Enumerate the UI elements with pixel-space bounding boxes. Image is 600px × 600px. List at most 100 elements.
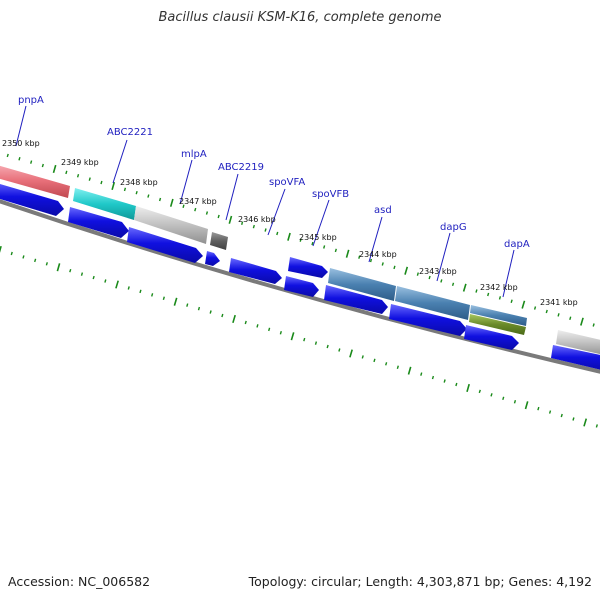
scale-tick bbox=[428, 275, 431, 280]
kbp-label: 2347 kbp bbox=[179, 197, 217, 206]
kbp-label: 2342 kbp bbox=[480, 283, 518, 292]
scale-tick bbox=[111, 181, 116, 191]
scale-tick bbox=[279, 331, 282, 335]
genome-stats-text: Topology: circular; Length: 4,303,871 bp… bbox=[248, 574, 592, 589]
cds-arrow bbox=[127, 227, 203, 263]
scale-tick bbox=[186, 303, 189, 307]
feature-ABC2219 bbox=[210, 232, 228, 250]
scale-tick bbox=[455, 382, 458, 387]
scale-tick bbox=[323, 245, 326, 249]
scale-tick bbox=[209, 310, 212, 314]
scale-tick bbox=[127, 286, 130, 290]
cds-arrow bbox=[205, 251, 220, 266]
gene-labels: pnpA ABC2221 mlpA ABC2219 spoVFA spoVFB … bbox=[18, 95, 530, 250]
scale-tick bbox=[466, 383, 470, 393]
scale-tick bbox=[560, 413, 563, 418]
feature-ABC2221 bbox=[73, 188, 136, 220]
scale-tick bbox=[34, 258, 37, 263]
label-leaders bbox=[15, 105, 515, 298]
kbp-label: 2348 kbp bbox=[120, 178, 158, 187]
scale-tick bbox=[41, 163, 44, 168]
scale-tick bbox=[45, 262, 48, 266]
scale-tick bbox=[498, 296, 502, 300]
scale-tick bbox=[431, 375, 435, 380]
inner-tick-ring bbox=[0, 245, 598, 428]
kbp-label: 2345 kbp bbox=[299, 233, 337, 242]
scale-tick bbox=[490, 393, 493, 397]
scale-tick bbox=[580, 317, 584, 326]
scale-tick bbox=[393, 265, 396, 270]
scale-tick bbox=[228, 215, 233, 224]
outer-tick-ring bbox=[6, 153, 595, 327]
scale-tick bbox=[572, 417, 575, 421]
cds-arrow bbox=[284, 276, 319, 297]
scale-tick bbox=[197, 306, 201, 311]
scale-tick bbox=[151, 293, 154, 297]
scale-tick bbox=[88, 177, 91, 181]
scale-tick bbox=[18, 157, 21, 161]
feature-dapA-olive bbox=[469, 314, 526, 335]
feature-pnpA bbox=[0, 165, 70, 198]
map-title: Bacillus clausii KSM-K16, complete genom… bbox=[158, 10, 442, 25]
scale-tick bbox=[221, 313, 224, 318]
scale-tick bbox=[311, 241, 314, 246]
gene-label-spoVFA: spoVFA bbox=[269, 177, 305, 188]
scale-tick bbox=[147, 194, 150, 198]
scale-tick bbox=[0, 245, 2, 253]
feature-dapA bbox=[470, 305, 527, 326]
cds-arrow bbox=[288, 257, 328, 278]
scale-tick bbox=[10, 251, 13, 256]
scale-tick bbox=[326, 344, 329, 349]
scale-tick bbox=[557, 313, 560, 317]
scale-tick bbox=[524, 401, 529, 410]
scale-tick bbox=[173, 297, 178, 306]
kbp-label: 2344 kbp bbox=[359, 250, 397, 259]
gene-label-spoVFB: spoVFB bbox=[312, 189, 349, 200]
scale-tick bbox=[158, 197, 162, 202]
scale-tick bbox=[169, 198, 174, 207]
scale-tick bbox=[369, 258, 373, 263]
scale-tick bbox=[420, 372, 423, 376]
scale-tick bbox=[338, 348, 341, 352]
scale-tick bbox=[104, 279, 107, 283]
scale-tick bbox=[139, 289, 142, 294]
scale-tick bbox=[135, 190, 138, 195]
scale-tick bbox=[349, 349, 353, 358]
scale-tick bbox=[478, 389, 481, 394]
gene-label-ABC2219: ABC2219 bbox=[218, 162, 264, 173]
scale-tick bbox=[502, 396, 505, 401]
scale-tick bbox=[533, 306, 537, 310]
scale-tick bbox=[80, 272, 84, 276]
scale-tick bbox=[115, 280, 119, 289]
scale-tick bbox=[451, 282, 455, 287]
scale-tick bbox=[513, 400, 517, 404]
feature-ring bbox=[0, 165, 600, 355]
scale-tick bbox=[545, 309, 548, 314]
kbp-label: 2350 kbp bbox=[2, 139, 40, 148]
scale-tick bbox=[69, 268, 72, 273]
scale-tick bbox=[162, 296, 165, 300]
scale-tick bbox=[462, 283, 467, 292]
cds-track bbox=[0, 183, 600, 370]
genome-backbone bbox=[0, 199, 600, 374]
scale-tick bbox=[217, 214, 220, 219]
scale-tick bbox=[52, 164, 57, 174]
scale-tick bbox=[205, 211, 209, 215]
scale-tick bbox=[65, 170, 68, 175]
scale-tick bbox=[475, 289, 478, 293]
cds-arrow bbox=[229, 258, 282, 284]
feature-dapG bbox=[395, 286, 470, 320]
scale-tick bbox=[407, 366, 412, 375]
scale-tick bbox=[241, 221, 244, 225]
gene-label-asd: asd bbox=[374, 205, 392, 216]
scale-tick bbox=[56, 263, 61, 272]
scale-tick bbox=[334, 248, 337, 253]
scale-tick bbox=[303, 337, 306, 342]
scale-tick bbox=[569, 316, 572, 320]
gene-label-mlpA: mlpA bbox=[181, 149, 207, 160]
scale-tick bbox=[510, 299, 513, 303]
feature-mlpA bbox=[134, 206, 208, 244]
scale-tick bbox=[314, 341, 318, 345]
scale-tick bbox=[487, 292, 490, 297]
scale-tick bbox=[290, 332, 295, 341]
